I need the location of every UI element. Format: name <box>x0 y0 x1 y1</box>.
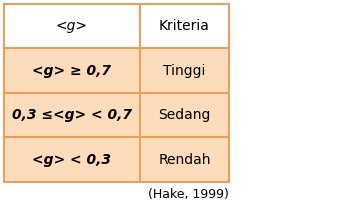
Bar <box>4 138 140 182</box>
Bar <box>4 4 140 48</box>
Bar <box>4 48 140 93</box>
Bar <box>140 138 229 182</box>
Text: (Hake, 1999): (Hake, 1999) <box>148 188 229 201</box>
Text: 0,3 ≤<g> < 0,7: 0,3 ≤<g> < 0,7 <box>12 108 132 122</box>
Bar <box>140 4 229 48</box>
Text: Sedang: Sedang <box>158 108 211 122</box>
Text: <g> ≥ 0,7: <g> ≥ 0,7 <box>32 64 112 78</box>
Text: Rendah: Rendah <box>158 153 211 167</box>
Bar <box>140 48 229 93</box>
Text: <g> < 0,3: <g> < 0,3 <box>32 153 112 167</box>
Text: Tinggi: Tinggi <box>163 64 206 78</box>
Bar <box>140 93 229 138</box>
Bar <box>4 93 140 138</box>
Text: Kriteria: Kriteria <box>159 19 210 33</box>
Text: <g>: <g> <box>56 19 88 33</box>
